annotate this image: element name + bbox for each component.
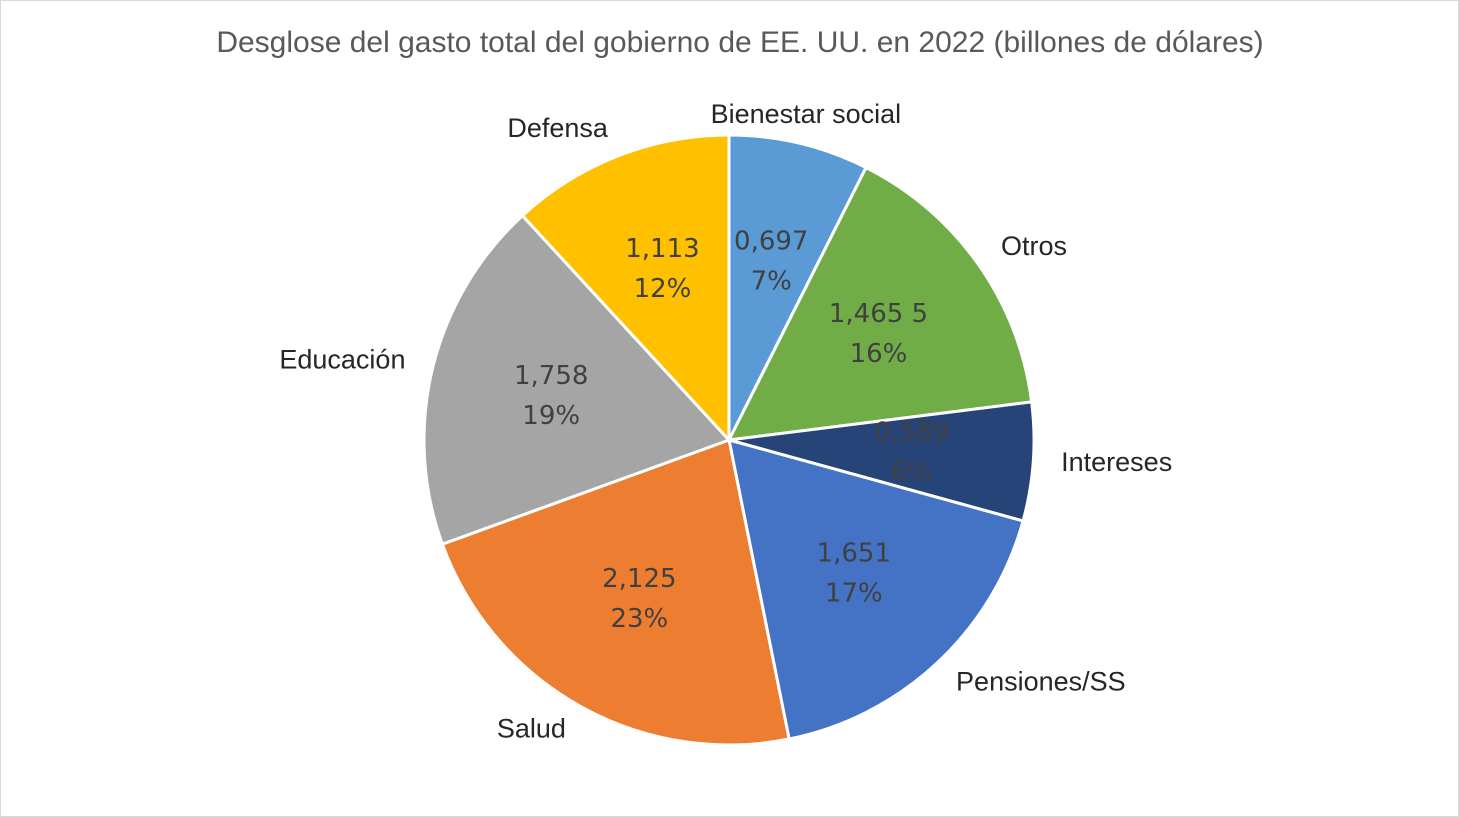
pie-slice <box>727 133 869 441</box>
value-label: 0,697 <box>734 226 808 256</box>
value-label: 1,758 <box>514 361 588 391</box>
category-label: Defensa <box>507 113 609 143</box>
percent-label: 12% <box>634 274 692 304</box>
category-label: Educación <box>279 344 405 374</box>
value-label: 1,113 <box>625 234 699 264</box>
pie-slice <box>440 437 791 747</box>
percent-label: 17% <box>825 578 883 608</box>
pie-slice <box>520 133 731 444</box>
pie-slice <box>422 213 732 547</box>
percent-label: 16% <box>850 339 908 369</box>
percent-label: 7% <box>751 266 792 296</box>
pie-slice <box>726 165 1034 442</box>
value-label: 1,465 5 <box>829 299 928 329</box>
pie-slice <box>727 437 1025 741</box>
chart-title: Desglose del gasto total del gobierno de… <box>216 26 1263 59</box>
category-label: Intereses <box>1061 447 1172 477</box>
category-label: Salud <box>497 713 566 743</box>
value-label: 1,651 <box>817 538 891 568</box>
category-label: Otros <box>1001 231 1067 261</box>
value-label: 0,589 <box>874 418 948 448</box>
percent-label: 23% <box>610 604 668 634</box>
category-label: Pensiones/SS <box>956 667 1126 697</box>
pie-slice <box>728 400 1036 523</box>
category-label: Bienestar social <box>711 99 902 129</box>
value-label: 2,125 <box>602 564 676 594</box>
percent-label: 6% <box>891 458 932 488</box>
percent-label: 19% <box>522 401 580 431</box>
